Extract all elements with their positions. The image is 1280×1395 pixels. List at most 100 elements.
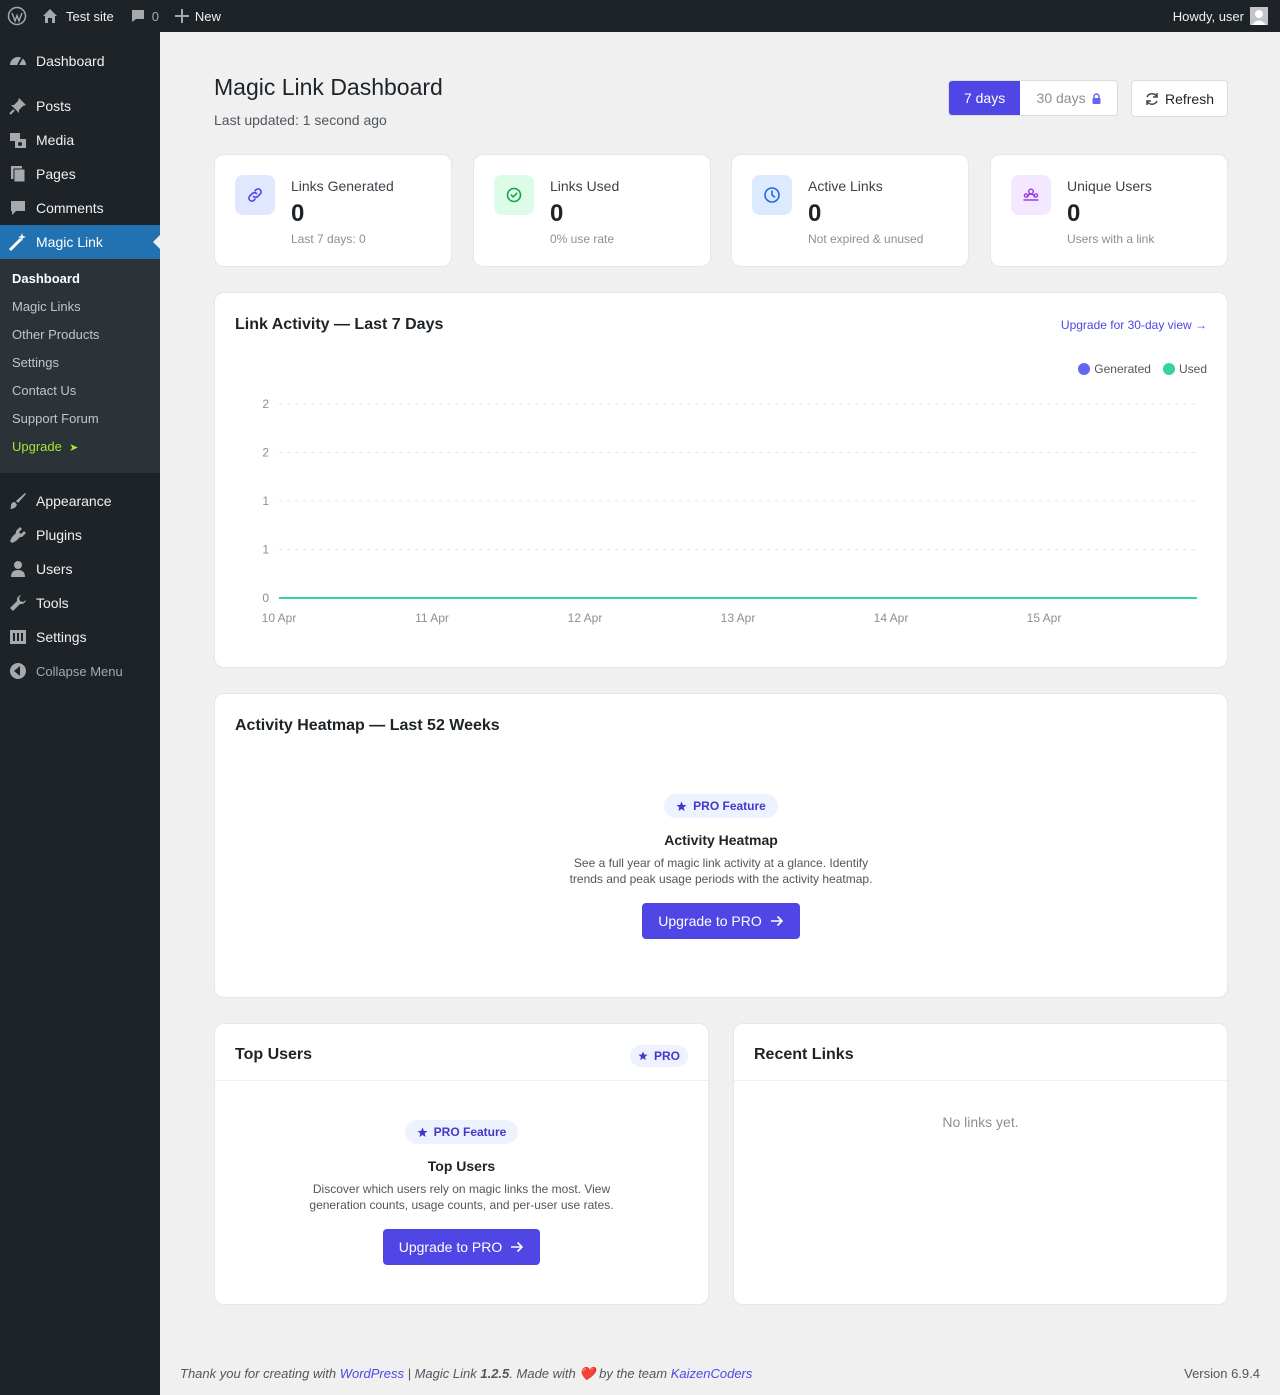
- menu-media[interactable]: Media: [0, 123, 160, 157]
- comments-link[interactable]: 0: [122, 0, 167, 32]
- settings-icon: [8, 627, 28, 647]
- wordpress-link[interactable]: WordPress: [339, 1366, 404, 1381]
- submenu-settings[interactable]: Settings: [12, 355, 59, 370]
- submenu-support-forum[interactable]: Support Forum: [12, 411, 99, 426]
- pin-icon: [8, 96, 28, 116]
- legend-generated[interactable]: Generated: [1078, 362, 1151, 376]
- avatar: [1250, 7, 1268, 25]
- site-name: Test site: [66, 8, 114, 24]
- x-tick-label: 15 Apr: [1027, 611, 1062, 625]
- menu-appearance[interactable]: Appearance: [0, 484, 160, 518]
- arrow-right-icon: ➤: [69, 442, 79, 454]
- wordpress-logo-icon[interactable]: [0, 0, 34, 32]
- upgrade-30-day-link[interactable]: Upgrade for 30-day view →: [1060, 318, 1207, 332]
- menu-comments[interactable]: Comments: [0, 191, 160, 225]
- menu-users[interactable]: Users: [0, 552, 160, 586]
- card-divider: [215, 1080, 708, 1081]
- menu-label: Magic Link: [36, 234, 103, 250]
- stat-note: Not expired & unused: [808, 232, 924, 246]
- stat-label: Active Links: [808, 178, 883, 194]
- heatmap-title: Activity Heatmap — Last 52 Weeks: [235, 717, 500, 734]
- submenu-upgrade[interactable]: Upgrade ➤: [0, 435, 160, 463]
- x-tick-label: 11 Apr: [415, 611, 449, 625]
- site-name-link[interactable]: Test site: [34, 0, 122, 32]
- pro-feature-label: PRO Feature: [433, 1125, 507, 1139]
- pro-feature-label: PRO Feature: [693, 799, 766, 813]
- stat-note: Last 7 days: 0: [291, 232, 366, 246]
- kaizencoders-link[interactable]: KaizenCoders: [670, 1366, 753, 1381]
- menu-settings[interactable]: Settings: [0, 620, 160, 654]
- submenu-dashboard[interactable]: Dashboard: [12, 271, 80, 286]
- legend-label: Used: [1178, 362, 1207, 376]
- collapse-arrow-icon: [8, 661, 28, 681]
- howdy-text: Howdy, user: [1172, 8, 1244, 24]
- legend-used[interactable]: Used: [1162, 362, 1207, 376]
- x-tick-label: 14 Apr: [874, 611, 909, 625]
- range-7-days-button[interactable]: 7 days: [949, 81, 1021, 115]
- wand-icon: [8, 232, 28, 252]
- feature-title: Top Users: [427, 1158, 496, 1174]
- footer-text: Thank you for creating with: [180, 1366, 340, 1381]
- stat-note: Users with a link: [1067, 232, 1155, 246]
- stat-card-active-links: Active Links 0 Not expired & unused: [731, 154, 969, 267]
- menu-tools[interactable]: Tools: [0, 586, 160, 620]
- menu-label: Pages: [36, 166, 76, 182]
- my-account-link[interactable]: Howdy, user: [1165, 0, 1280, 32]
- stat-label: Links Generated: [291, 178, 394, 194]
- footer-text: by the team: [595, 1366, 671, 1381]
- stat-value: 0: [291, 200, 305, 227]
- recent-links-title: Recent Links: [754, 1046, 854, 1063]
- admin-sidebar: Dashboard Posts Media Pages Comments Mag…: [0, 32, 160, 1395]
- new-label: New: [194, 8, 221, 24]
- wrench-icon: [8, 593, 28, 613]
- menu-plugins[interactable]: Plugins: [0, 518, 160, 552]
- upgrade-to-pro-button[interactable]: Upgrade to PRO: [642, 903, 800, 939]
- collapse-label: Collapse Menu: [36, 663, 123, 679]
- pro-badge: PRO: [629, 1045, 688, 1067]
- upgrade-label: Upgrade: [12, 439, 62, 454]
- menu-label: Plugins: [36, 527, 82, 543]
- heart-icon: ❤️: [579, 1366, 596, 1381]
- menu-label: Appearance: [36, 493, 112, 509]
- y-tick-label: 0: [262, 591, 269, 605]
- plugin-version: 1.2.5: [480, 1366, 510, 1381]
- x-tick-label: 13 Apr: [721, 611, 756, 625]
- upgrade-to-pro-button[interactable]: Upgrade to PRO: [382, 1229, 541, 1265]
- footer-text: | Magic Link: [404, 1366, 481, 1381]
- star-icon: [417, 1127, 428, 1138]
- stat-card-links-used: Links Used 0 0% use rate: [473, 154, 711, 267]
- stat-note: 0% use rate: [550, 232, 615, 246]
- page-title: Magic Link Dashboard: [214, 74, 443, 100]
- menu-posts[interactable]: Posts: [0, 89, 160, 123]
- upgrade-button-label: Upgrade to PRO: [398, 1239, 503, 1255]
- menu-pages[interactable]: Pages: [0, 157, 160, 191]
- admin-bar: Test site 0 New Howdy, user: [0, 0, 1280, 32]
- legend-label: Generated: [1094, 362, 1151, 376]
- refresh-button[interactable]: Refresh: [1131, 80, 1228, 117]
- top-users-card: Top Users PRO PRO Feature Top Users Disc…: [214, 1023, 709, 1305]
- upgrade-button-label: Upgrade to PRO: [658, 913, 762, 929]
- submenu-other-products[interactable]: Other Products: [12, 327, 100, 342]
- collapse-menu-button[interactable]: Collapse Menu: [0, 654, 160, 688]
- arrow-right-icon: [770, 915, 784, 927]
- stat-card-unique-users: Unique Users 0 Users with a link: [990, 154, 1228, 267]
- top-users-title: Top Users: [235, 1046, 313, 1063]
- menu-label: Comments: [36, 200, 104, 216]
- menu-dashboard[interactable]: Dashboard: [0, 44, 160, 78]
- new-content-link[interactable]: New: [167, 0, 229, 32]
- dashboard-icon: [8, 51, 28, 71]
- range-30-days-button[interactable]: 30 days: [1020, 81, 1117, 115]
- submenu-magic-links[interactable]: Magic Links: [12, 299, 81, 314]
- comment-bubble-icon: [130, 8, 146, 24]
- link-icon: [235, 175, 275, 215]
- date-range-toggle: 7 days 30 days: [948, 80, 1118, 116]
- home-icon: [42, 8, 58, 24]
- media-icon: [8, 130, 28, 150]
- menu-label: Media: [36, 132, 75, 148]
- brush-icon: [8, 491, 28, 511]
- plug-icon: [8, 525, 28, 545]
- submenu-contact-us[interactable]: Contact Us: [12, 383, 77, 398]
- menu-magic-link[interactable]: Magic Link: [0, 225, 160, 259]
- users-icon: [1011, 175, 1051, 215]
- menu-label: Dashboard: [36, 53, 105, 69]
